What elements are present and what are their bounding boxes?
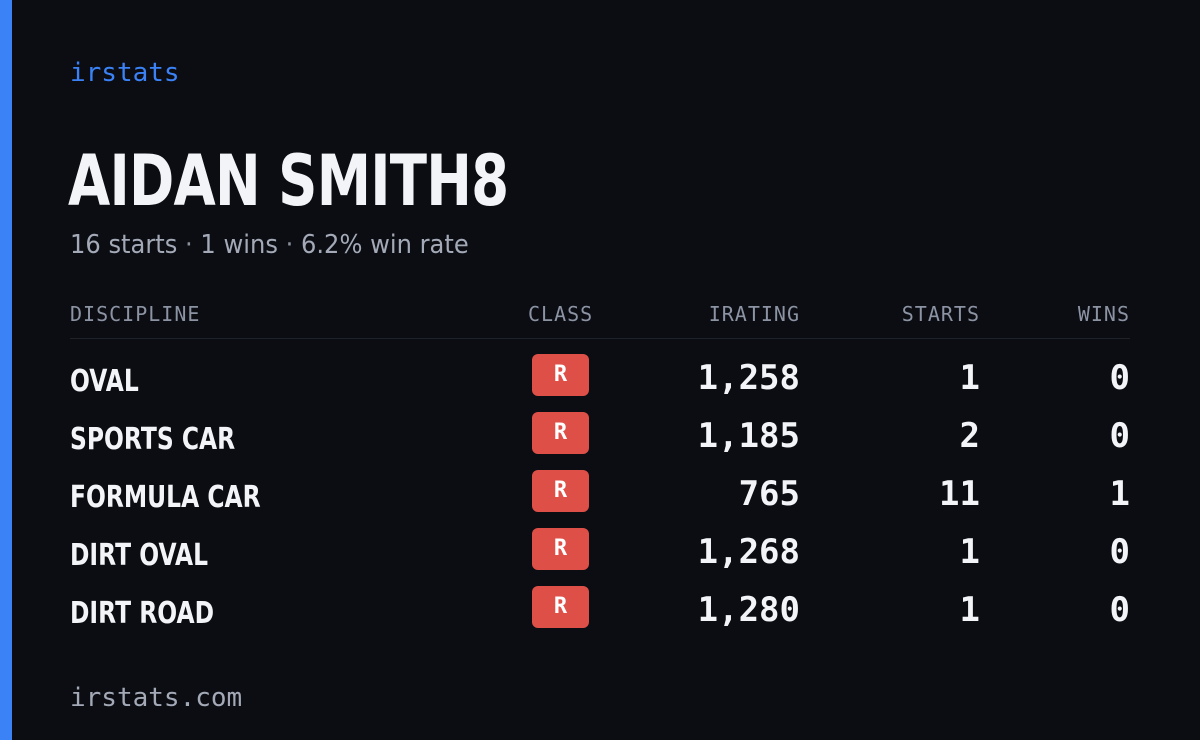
row-starts: 1 <box>959 532 980 572</box>
header-wins: WINS <box>1077 302 1130 326</box>
row-wins: 0 <box>1109 590 1130 630</box>
summary-starts: 16 starts <box>70 230 178 260</box>
row-irating: 1,280 <box>697 590 800 630</box>
row-irating: 1,185 <box>697 416 800 456</box>
accent-bar <box>0 0 12 740</box>
row-wins: 0 <box>1109 416 1130 456</box>
row-discipline: OVAL <box>70 364 139 399</box>
table-row: FORMULA CAR R 765 11 1 <box>70 470 1130 528</box>
class-badge: R <box>532 470 589 512</box>
table-row: SPORTS CAR R 1,185 2 0 <box>70 412 1130 470</box>
row-discipline: DIRT OVAL <box>70 538 209 573</box>
row-starts: 11 <box>939 474 980 514</box>
row-wins: 0 <box>1109 532 1130 572</box>
header-irating: IRATING <box>708 302 800 326</box>
row-irating: 1,258 <box>697 358 800 398</box>
header-discipline: DISCIPLINE <box>70 302 201 326</box>
row-starts: 2 <box>959 416 980 456</box>
row-irating: 765 <box>738 474 800 514</box>
class-badge: R <box>532 586 589 628</box>
class-badge: R <box>532 412 589 454</box>
row-starts: 1 <box>959 590 980 630</box>
header-starts: STARTS <box>901 302 980 326</box>
row-discipline: FORMULA CAR <box>70 480 261 515</box>
summary-win-rate: 6.2% win rate <box>300 230 469 260</box>
row-discipline: DIRT ROAD <box>70 596 215 631</box>
header-class: CLASS <box>528 302 594 326</box>
class-badge: R <box>532 354 589 396</box>
brand-logo-text: irstats <box>70 58 180 88</box>
table-row: DIRT OVAL R 1,268 1 0 <box>70 528 1130 586</box>
driver-summary: 16 starts · 1 wins · 6.2% win rate <box>70 229 469 261</box>
row-starts: 1 <box>959 358 980 398</box>
table-row: OVAL R 1,258 1 0 <box>70 354 1130 412</box>
row-wins: 1 <box>1109 474 1130 514</box>
table-row: DIRT ROAD R 1,280 1 0 <box>70 586 1130 644</box>
summary-separator: · <box>185 230 193 260</box>
summary-wins: 1 wins <box>200 230 278 260</box>
row-discipline: SPORTS CAR <box>70 422 236 457</box>
row-irating: 1,268 <box>697 532 800 572</box>
table-header: DISCIPLINE CLASS IRATING STARTS WINS <box>70 298 1130 339</box>
driver-name: AIDAN SMITH8 <box>68 140 509 222</box>
footer-url[interactable]: irstats.com <box>70 683 243 713</box>
class-badge: R <box>532 528 589 570</box>
summary-separator: · <box>285 230 294 260</box>
row-wins: 0 <box>1109 358 1130 398</box>
